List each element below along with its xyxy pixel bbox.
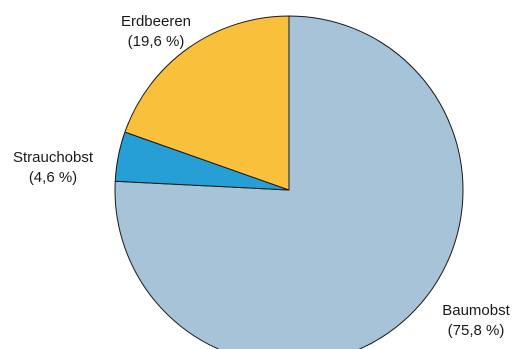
slice-value-erdbeeren: (19,6 %) xyxy=(128,33,185,50)
label-group-strauchobst: Strauchobst (4,6 %) xyxy=(13,149,94,186)
slice-label-baumobst: Baumobst xyxy=(442,302,510,319)
slice-value-strauchobst: (4,6 %) xyxy=(29,169,77,186)
label-group-erdbeeren: Erdbeeren (19,6 %) xyxy=(121,13,191,50)
slice-label-erdbeeren: Erdbeeren xyxy=(121,13,191,30)
slice-value-baumobst: (75,8 %) xyxy=(448,322,505,339)
pie-slice-erdbeeren xyxy=(124,15,290,191)
label-group-baumobst: Baumobst (75,8 %) xyxy=(442,302,510,339)
pie-slices xyxy=(114,15,464,349)
slice-label-strauchobst: Strauchobst xyxy=(13,149,94,166)
